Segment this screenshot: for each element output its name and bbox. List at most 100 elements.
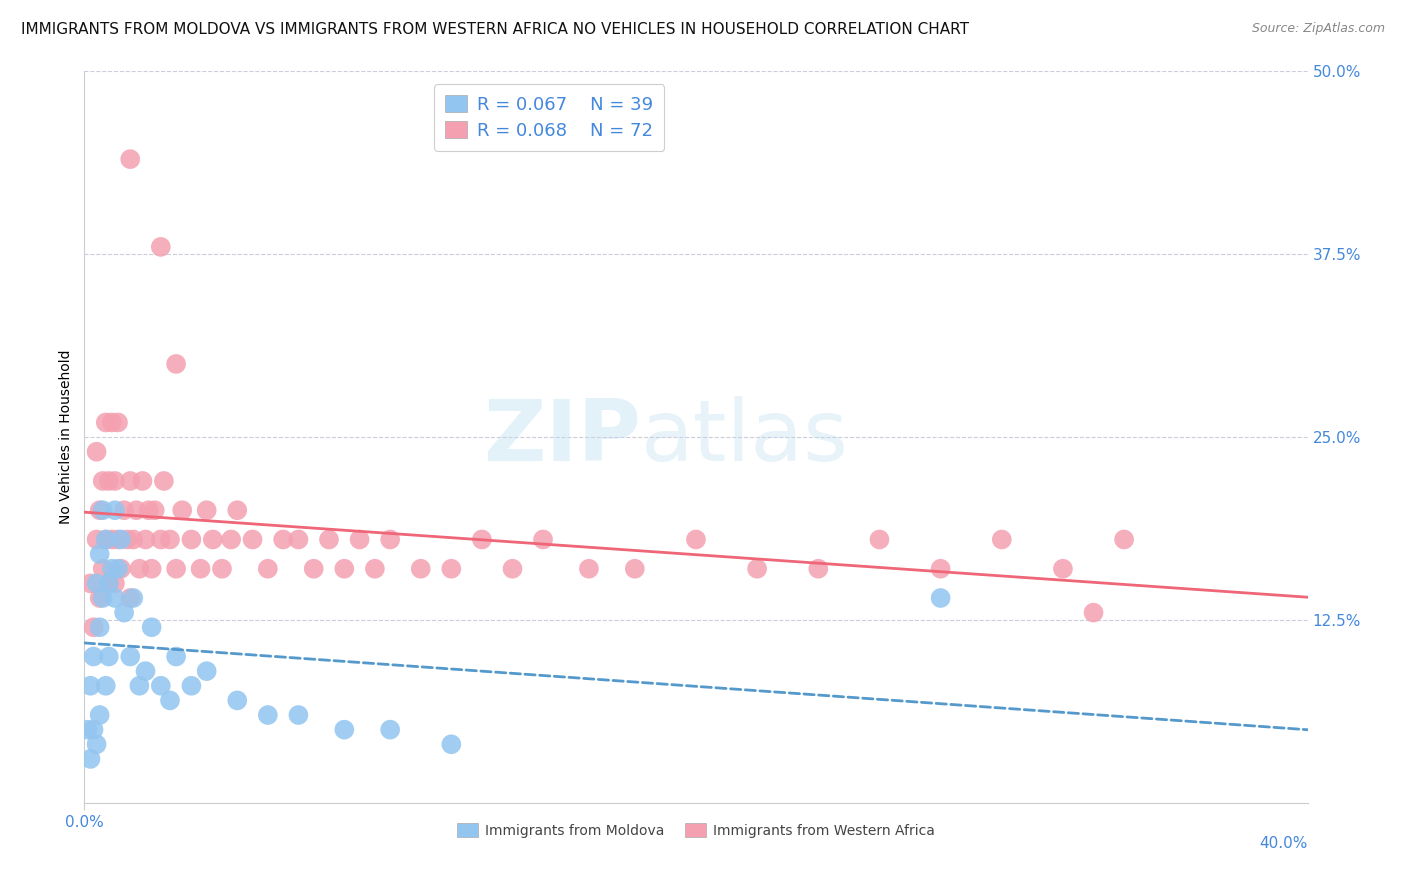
Point bbox=[120, 474, 142, 488]
Point bbox=[104, 503, 127, 517]
Point bbox=[380, 533, 402, 547]
Point bbox=[153, 474, 176, 488]
Point bbox=[89, 503, 111, 517]
Point bbox=[89, 620, 111, 634]
Text: ZIP: ZIP bbox=[484, 395, 641, 479]
Point bbox=[257, 708, 280, 723]
Point bbox=[226, 503, 249, 517]
Point bbox=[1114, 533, 1136, 547]
Y-axis label: No Vehicles in Household: No Vehicles in Household bbox=[59, 350, 73, 524]
Point bbox=[302, 562, 325, 576]
Point bbox=[91, 562, 114, 576]
Point bbox=[143, 503, 166, 517]
Point bbox=[165, 357, 187, 371]
Point bbox=[128, 679, 150, 693]
Point bbox=[172, 503, 194, 517]
Text: Source: ZipAtlas.com: Source: ZipAtlas.com bbox=[1251, 22, 1385, 36]
Point bbox=[122, 533, 145, 547]
Point bbox=[110, 562, 132, 576]
Point bbox=[201, 533, 224, 547]
Point bbox=[91, 503, 114, 517]
Point bbox=[929, 591, 952, 605]
Point bbox=[531, 533, 554, 547]
Point bbox=[747, 562, 769, 576]
Point bbox=[104, 576, 127, 591]
Point bbox=[165, 562, 187, 576]
Point bbox=[131, 474, 153, 488]
Point bbox=[159, 693, 181, 707]
Point bbox=[83, 649, 105, 664]
Point bbox=[219, 533, 242, 547]
Point bbox=[115, 533, 138, 547]
Point bbox=[180, 679, 202, 693]
Point bbox=[112, 503, 135, 517]
Point bbox=[107, 416, 129, 430]
Point bbox=[440, 737, 463, 751]
Point bbox=[101, 533, 124, 547]
Point bbox=[83, 723, 105, 737]
Point bbox=[149, 679, 172, 693]
Point bbox=[180, 533, 202, 547]
Point bbox=[333, 723, 356, 737]
Point bbox=[112, 606, 135, 620]
Point bbox=[97, 649, 120, 664]
Point bbox=[76, 723, 98, 737]
Point bbox=[211, 562, 233, 576]
Point bbox=[271, 533, 294, 547]
Point bbox=[79, 576, 101, 591]
Point bbox=[190, 562, 212, 576]
Point bbox=[149, 533, 172, 547]
Point bbox=[101, 416, 124, 430]
Point bbox=[685, 533, 707, 547]
Point bbox=[287, 708, 309, 723]
Point bbox=[159, 533, 181, 547]
Point bbox=[149, 240, 172, 254]
Point bbox=[125, 503, 148, 517]
Point bbox=[128, 562, 150, 576]
Point bbox=[83, 620, 105, 634]
Point bbox=[364, 562, 387, 576]
Point bbox=[409, 562, 432, 576]
Point bbox=[929, 562, 952, 576]
Point bbox=[86, 737, 108, 751]
Text: 40.0%: 40.0% bbox=[1260, 836, 1308, 851]
Point bbox=[195, 664, 218, 678]
Point bbox=[257, 562, 280, 576]
Point bbox=[141, 562, 163, 576]
Point bbox=[333, 562, 356, 576]
Point bbox=[104, 591, 127, 605]
Point bbox=[502, 562, 524, 576]
Point bbox=[242, 533, 264, 547]
Point bbox=[122, 591, 145, 605]
Point bbox=[94, 679, 117, 693]
Point bbox=[86, 533, 108, 547]
Point bbox=[120, 152, 142, 166]
Point bbox=[104, 474, 127, 488]
Point bbox=[120, 591, 142, 605]
Point bbox=[624, 562, 647, 576]
Point bbox=[135, 664, 157, 678]
Legend: Immigrants from Moldova, Immigrants from Western Africa: Immigrants from Moldova, Immigrants from… bbox=[451, 818, 941, 844]
Point bbox=[94, 533, 117, 547]
Point bbox=[380, 723, 402, 737]
Point bbox=[79, 679, 101, 693]
Point bbox=[1052, 562, 1074, 576]
Point bbox=[1083, 606, 1105, 620]
Point bbox=[86, 576, 108, 591]
Point bbox=[440, 562, 463, 576]
Point bbox=[89, 591, 111, 605]
Point bbox=[807, 562, 830, 576]
Point bbox=[226, 693, 249, 707]
Text: IMMIGRANTS FROM MOLDOVA VS IMMIGRANTS FROM WESTERN AFRICA NO VEHICLES IN HOUSEHO: IMMIGRANTS FROM MOLDOVA VS IMMIGRANTS FR… bbox=[21, 22, 969, 37]
Point bbox=[97, 474, 120, 488]
Point bbox=[79, 752, 101, 766]
Point bbox=[97, 576, 120, 591]
Point bbox=[471, 533, 494, 547]
Point bbox=[94, 533, 117, 547]
Point bbox=[86, 444, 108, 458]
Point bbox=[141, 620, 163, 634]
Point bbox=[107, 533, 129, 547]
Point bbox=[195, 503, 218, 517]
Point bbox=[318, 533, 340, 547]
Point bbox=[578, 562, 600, 576]
